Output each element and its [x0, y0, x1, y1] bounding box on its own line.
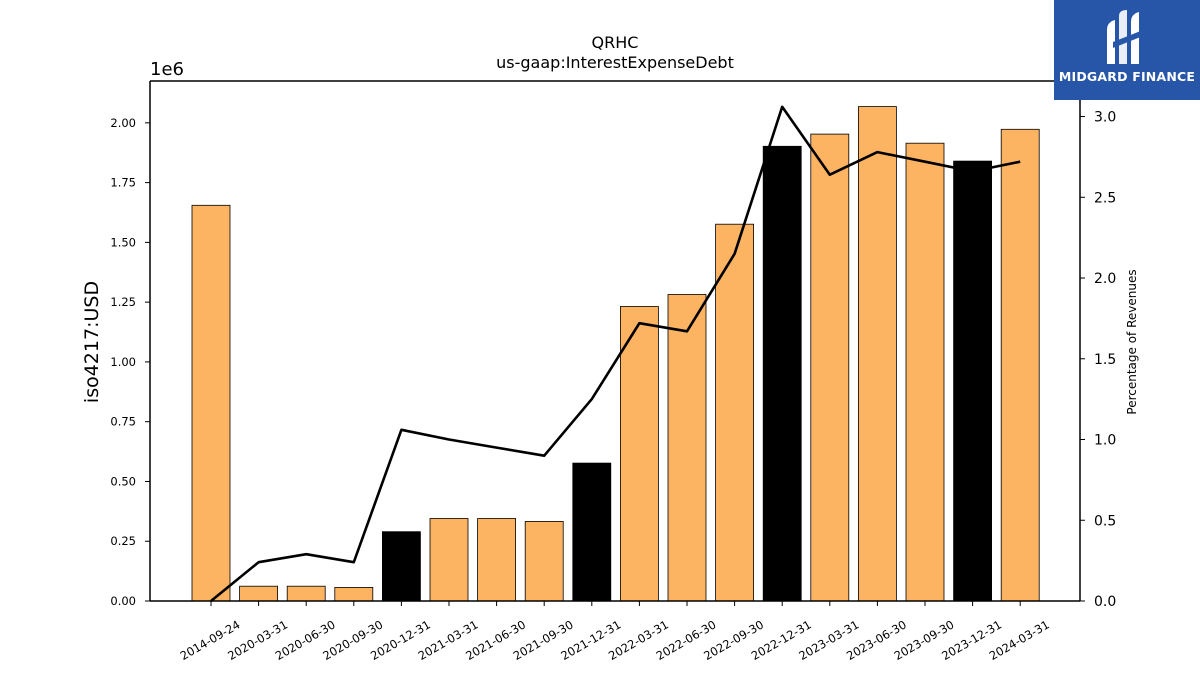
bar-2023-12-31: [953, 160, 992, 602]
y-axis-label: iso4217:USD: [81, 281, 103, 403]
bar-2024-03-31: [1000, 128, 1040, 602]
y2-tick-label: 2.5: [1094, 190, 1116, 206]
chart-subtitle: us-gaap:InterestExpenseDebt: [496, 53, 734, 72]
bar-2022-06-30: [667, 294, 707, 602]
x-ticks: 2014-09-242020-03-312020-06-302020-09-30…: [178, 601, 1052, 663]
bar-2022-09-30: [715, 223, 754, 602]
y2-tick-label: 1.0: [1094, 433, 1116, 449]
y2-ticks: 0.0 0.5 1.0 1.5 2.0 2.5 3.0: [1080, 110, 1116, 610]
bar-2023-09-30: [905, 142, 945, 602]
y2-tick-label: 2.0: [1094, 271, 1116, 287]
bar-2023-03-31: [810, 133, 850, 602]
bar-2021-06-30: [477, 518, 517, 602]
y-tick-label: 0.75: [110, 415, 136, 429]
bar-2020-06-30: [286, 585, 326, 602]
brand-logo: MIDGARD FINANCE: [1054, 0, 1200, 100]
percentage-of-revenues-line: [210, 105, 1021, 603]
bar-series: [191, 106, 1040, 602]
y-tick-label: 1.75: [110, 176, 136, 190]
bar-2021-12-31: [572, 462, 612, 602]
bar-2022-12-31: [762, 145, 802, 602]
y-ticks: 0.00 0.25 0.50 0.75 1.00 1.25 1.50 1.75 2.00: [110, 116, 150, 608]
line-series: [210, 105, 1021, 603]
y2-axis-label: Percentage of Revenues: [1125, 269, 1139, 414]
bar-2020-12-31: [381, 531, 421, 602]
y-tick-label: 0.25: [110, 534, 136, 548]
y-tick-label: 1.00: [110, 355, 136, 369]
bar-2020-09-30: [334, 587, 374, 602]
y-tick-label: 1.50: [110, 235, 136, 249]
bar-2021-03-31: [429, 518, 469, 602]
bar-2014-09-24: [191, 204, 231, 602]
y2-tick-label: 0.0: [1094, 594, 1116, 610]
brand-name: MIDGARD FINANCE: [1058, 69, 1196, 84]
chart-title: QRHC: [592, 33, 639, 52]
bar-2023-06-30: [858, 106, 897, 602]
y-tick-label: 1.25: [110, 295, 136, 309]
midgard-finance-logo-icon: [1107, 10, 1143, 64]
y-tick-label: 0.50: [110, 474, 136, 488]
bar-2020-03-31: [239, 585, 279, 602]
bar-2022-03-31: [620, 306, 659, 602]
y2-tick-label: 3.0: [1094, 110, 1116, 126]
y2-tick-label: 0.5: [1094, 513, 1116, 529]
y-offset-label: 1e6: [150, 59, 184, 80]
y-tick-label: 2.00: [110, 116, 136, 130]
bar-2021-09-30: [524, 521, 564, 602]
y2-tick-label: 1.5: [1094, 352, 1116, 368]
y-tick-label: 0.00: [110, 594, 136, 608]
